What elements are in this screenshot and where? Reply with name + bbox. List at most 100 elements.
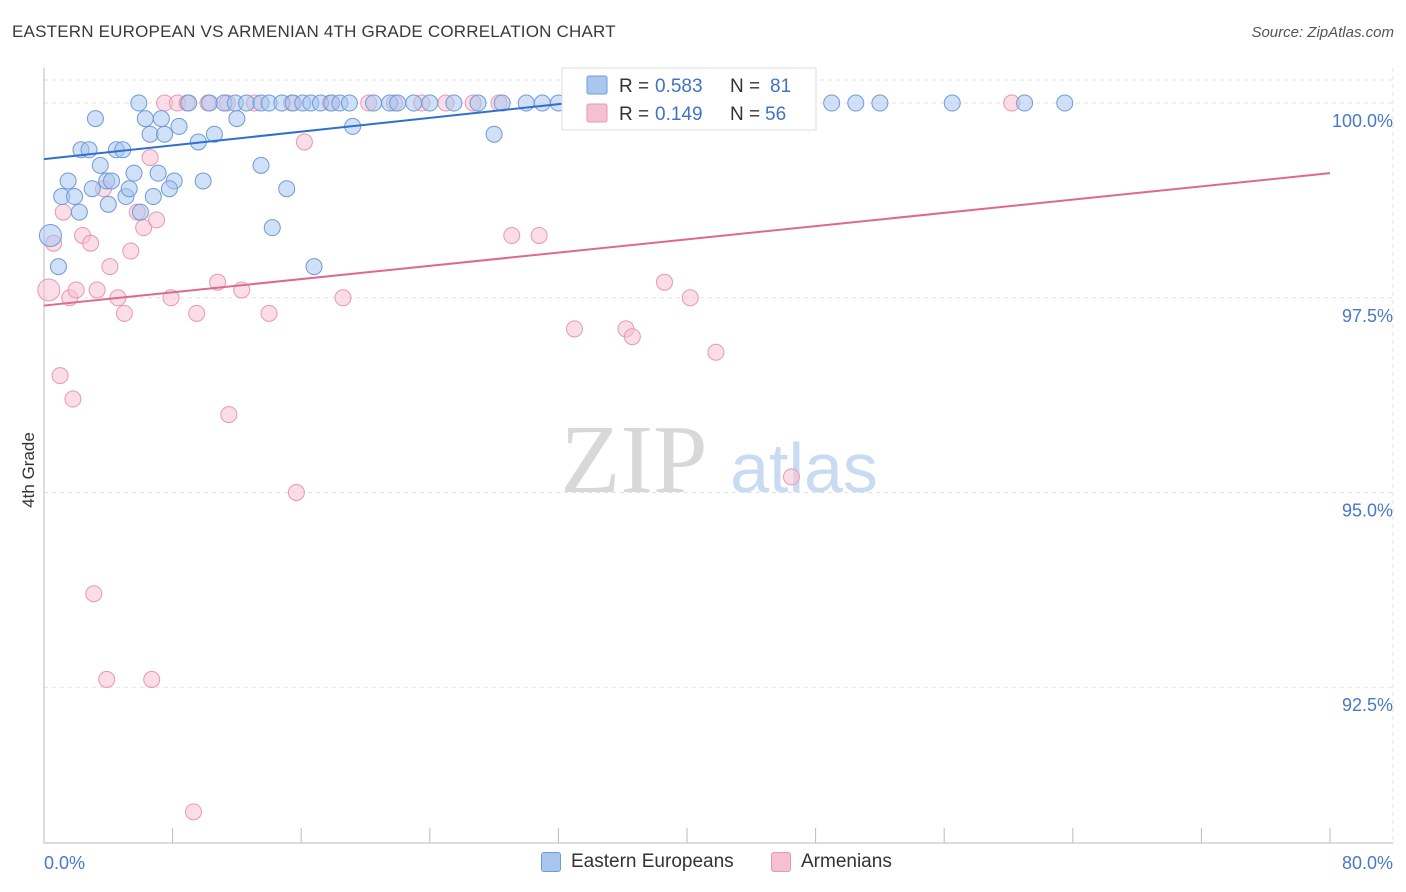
eastern-european-point <box>152 110 170 128</box>
armenian-point <box>565 320 583 338</box>
stats-swatch-blue <box>586 75 608 95</box>
eastern-european-point <box>469 94 487 112</box>
eastern-european-point <box>847 94 865 112</box>
eastern-european-point <box>170 117 188 135</box>
armenian-point <box>623 328 641 346</box>
legend-swatch-pink <box>771 852 791 872</box>
eastern-european-point <box>252 156 270 174</box>
eastern-european-point <box>205 125 223 143</box>
eastern-european-point <box>533 94 551 112</box>
eastern-european-point <box>238 94 256 112</box>
eastern-european-point <box>91 156 109 174</box>
eastern-european-point <box>103 172 121 190</box>
eastern-european-point <box>389 94 407 112</box>
eastern-european-point <box>130 94 148 112</box>
eastern-european-point <box>49 258 67 276</box>
armenian-point <box>334 289 352 307</box>
stats-r-value-pink: 0.149 <box>655 104 703 125</box>
eastern-european-point <box>943 94 961 112</box>
series-legend: Eastern Europeans Armenians <box>0 851 1406 879</box>
stats-r-value-blue: 0.583 <box>655 76 703 97</box>
armenian-point <box>98 670 116 688</box>
armenian-point <box>681 289 699 307</box>
stats-legend: R = 0.583 N = 81 R = 0.149 N = 56 <box>561 67 817 131</box>
eastern-european-point <box>871 94 889 112</box>
eastern-european-point <box>131 203 149 221</box>
armenian-point <box>85 585 103 603</box>
eastern-european-point <box>144 188 162 206</box>
eastern-european-point <box>405 94 423 112</box>
armenian-point <box>220 406 238 424</box>
stats-n-value-pink: 56 <box>765 104 786 125</box>
armenian-point <box>115 304 133 322</box>
eastern-european-point <box>194 172 212 190</box>
x-tick-label-min: 0.0% <box>44 853 85 873</box>
eastern-european-point <box>66 188 84 206</box>
stats-n-label-pink: N = <box>730 104 760 125</box>
eastern-european-point <box>86 110 104 128</box>
eastern-european-point <box>263 219 281 237</box>
x-tick-label-max: 80.0% <box>1342 853 1393 873</box>
legend-item-eastern-europeans[interactable]: Eastern Europeans <box>541 851 734 873</box>
eastern-european-point <box>823 94 841 112</box>
legend-label-eastern-europeans: Eastern Europeans <box>571 851 734 872</box>
armenian-point <box>530 226 548 244</box>
eastern-european-point <box>59 172 77 190</box>
eastern-european-point <box>278 180 296 198</box>
grid-layer <box>44 68 1394 843</box>
eastern-european-point <box>485 125 503 143</box>
y-tick-label: 100.0% <box>1332 111 1393 131</box>
eastern-european-point <box>1056 94 1074 112</box>
eastern-european-point <box>305 258 323 276</box>
eastern-european-point <box>201 94 219 112</box>
eastern-european-point <box>365 94 383 112</box>
armenian-point <box>295 133 313 151</box>
stats-n-label-blue: N = <box>730 76 760 97</box>
armenian-point <box>37 278 61 302</box>
eastern-european-point <box>421 94 439 112</box>
eastern-european-point <box>156 125 174 143</box>
eastern-european-point <box>120 180 138 198</box>
legend-label-armenians: Armenians <box>801 851 892 872</box>
stats-r-label-blue: R = <box>619 76 649 97</box>
eastern-european-point <box>1016 94 1034 112</box>
eastern-european-point <box>149 164 167 182</box>
source-label: Source: ZipAtlas.com <box>1251 24 1394 41</box>
armenian-point <box>122 242 140 260</box>
watermark-atlas: atlas <box>730 429 878 507</box>
y-tick-label: 97.5% <box>1342 306 1393 326</box>
armenian-point <box>88 281 106 299</box>
eastern-european-point <box>141 125 159 143</box>
armenian-point <box>184 803 202 821</box>
armenian-point <box>141 149 159 167</box>
axis-layer <box>43 68 1393 844</box>
armenian-point <box>655 273 673 291</box>
eastern-european-point <box>340 94 358 112</box>
armenian-point <box>287 483 305 501</box>
eastern-european-point <box>38 223 62 247</box>
y-tick-labels: 100.0% 97.5% 95.0% 92.5% <box>1332 111 1393 715</box>
armenian-point <box>782 468 800 486</box>
armenian-point <box>260 304 278 322</box>
armenian-point <box>51 367 69 385</box>
y-tick-label: 95.0% <box>1342 500 1393 520</box>
armenian-point <box>209 273 227 291</box>
trend-lines <box>43 99 1331 307</box>
armenian-point <box>188 304 206 322</box>
armenian-point <box>67 281 85 299</box>
stats-r-label-pink: R = <box>619 104 649 125</box>
eastern-european-point <box>136 110 154 128</box>
legend-item-armenians[interactable]: Armenians <box>771 851 892 873</box>
eastern-european-point <box>180 94 198 112</box>
stats-swatch-pink <box>586 103 608 123</box>
watermark-zip: ZIP <box>561 406 708 514</box>
armenian-point <box>101 258 119 276</box>
armenian-point <box>64 390 82 408</box>
watermark: ZIP atlas <box>561 406 878 514</box>
armenian-point <box>82 234 100 252</box>
armenian-point <box>707 343 725 361</box>
armenian-point <box>143 670 161 688</box>
eastern-european-point <box>99 195 117 213</box>
eastern-europeans-points <box>38 94 1074 276</box>
